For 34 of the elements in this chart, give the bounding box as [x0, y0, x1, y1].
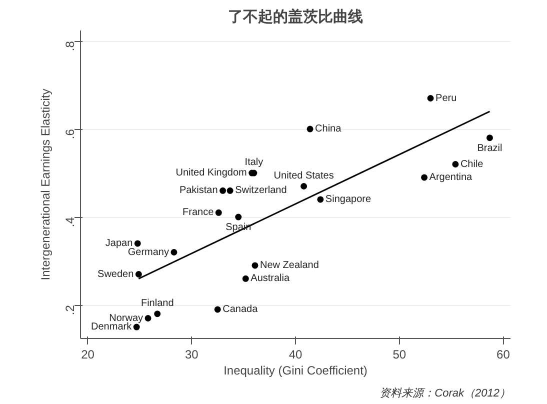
- y-tick-label: .2: [63, 304, 77, 316]
- annotation: Sweden: [98, 268, 134, 280]
- annotation: Brazil: [477, 142, 502, 154]
- annotation: Chile: [460, 158, 484, 170]
- annotation: Italy: [244, 157, 264, 168]
- annotation: Singapore: [325, 194, 372, 205]
- x-tick-label: 20: [81, 348, 95, 362]
- x-axis-title: Inequality (Gini Coefficient): [224, 364, 368, 378]
- y-tick-label: .8: [63, 40, 77, 52]
- annotation: United Kingdom: [176, 168, 247, 179]
- x-tick-label: 60: [496, 348, 510, 362]
- annotation: United States: [274, 170, 334, 182]
- annotation: Argentina: [429, 172, 473, 183]
- annotation: Canada: [222, 304, 258, 315]
- x-tick-label: 50: [392, 348, 406, 362]
- annotation: Switzerland: [235, 185, 287, 196]
- y-axis-title: Intergenerational Earnings Elasticity: [38, 88, 52, 280]
- annotation: Denmark: [91, 322, 133, 333]
- chart-title: 了不起的盖茨比曲线: [228, 8, 363, 26]
- y-tick-label: .6: [63, 128, 77, 140]
- x-tick-label: 40: [288, 348, 302, 362]
- annotation: Japan: [105, 238, 133, 249]
- annotation: Finland: [140, 298, 174, 309]
- annotation: Germany: [128, 246, 169, 258]
- annotation: China: [315, 124, 342, 135]
- annotation: Australia: [250, 273, 290, 284]
- annotation: Peru: [436, 92, 457, 104]
- annotation: France: [182, 207, 214, 218]
- text: 资料来源：Corak（2012）: [380, 386, 511, 400]
- x-tick-label: 30: [184, 348, 199, 362]
- annotation: Pakistan: [179, 185, 218, 196]
- annotation: New Zealand: [260, 260, 319, 271]
- annotation: Norway: [109, 312, 144, 324]
- y-tick-label: .4: [63, 216, 77, 228]
